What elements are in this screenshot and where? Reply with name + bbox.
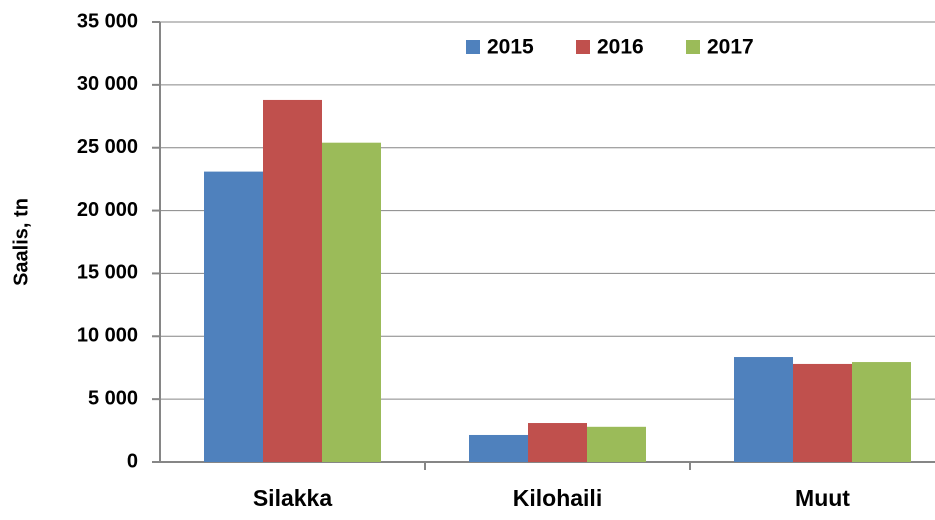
y-tick-label: 35 000 (77, 10, 138, 32)
y-tick-label: 25 000 (77, 136, 138, 158)
bar (793, 363, 852, 462)
x-tick-label: Muut (795, 485, 850, 511)
y-tick-label: 0 (127, 450, 138, 472)
y-axis-label: Saalis, tn (10, 198, 32, 286)
legend-label: 2015 (487, 36, 534, 59)
legend-label: 2017 (707, 36, 754, 59)
legend-swatch (576, 40, 590, 54)
y-tick-label: 20 000 (77, 199, 138, 221)
y-tick-label: 30 000 (77, 73, 138, 95)
bar (469, 434, 528, 462)
bar (852, 362, 911, 462)
bar (528, 423, 587, 462)
legend-swatch (686, 40, 700, 54)
bar (263, 99, 322, 462)
y-tick-label: 10 000 (77, 325, 138, 347)
bar (204, 171, 263, 462)
bar (587, 426, 646, 462)
bar (322, 142, 381, 462)
x-tick-label: Kilohaili (513, 485, 602, 511)
x-tick-label: Silakka (253, 485, 332, 511)
y-tick-label: 15 000 (77, 262, 138, 284)
legend-swatch (466, 40, 480, 54)
bar (734, 357, 793, 462)
y-tick-label: 5 000 (88, 387, 138, 409)
legend-label: 2016 (597, 36, 644, 59)
